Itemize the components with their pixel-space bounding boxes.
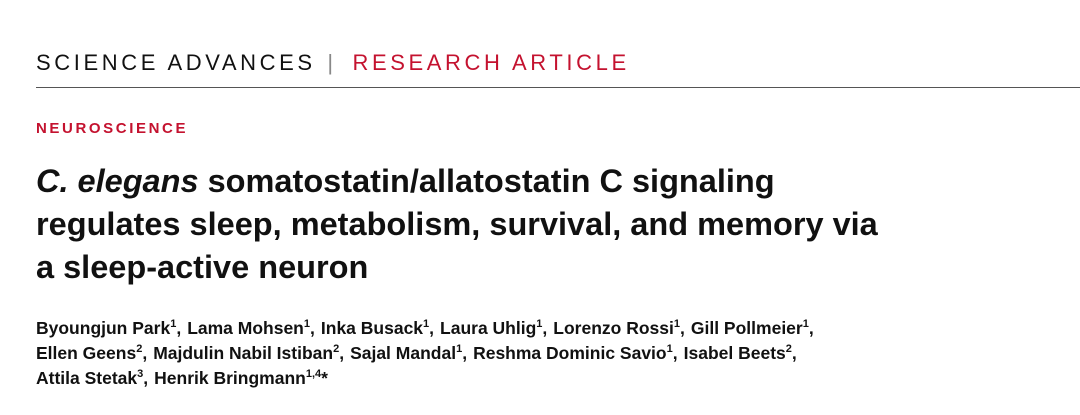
- affiliation: 1: [303, 318, 311, 330]
- title-text: a sleep-active neuron: [36, 249, 369, 285]
- author: Henrik Bringmann1,4*: [154, 368, 328, 388]
- punctuation: ,: [808, 318, 814, 338]
- affiliation: 1: [666, 343, 673, 355]
- author: Byoungjun Park1,: [36, 318, 187, 338]
- author-name: Inka Busack: [320, 318, 424, 338]
- title-line: regulates sleep, metabolism, survival, a…: [36, 203, 878, 246]
- author-line: Attila Stetak3, Henrik Bringmann1,4*: [36, 366, 814, 391]
- author-name: Isabel Beets: [683, 343, 786, 363]
- section-label: NEUROSCIENCE: [36, 120, 189, 137]
- affiliation: 1: [423, 318, 430, 330]
- author-name: Lorenzo Rossi: [553, 318, 674, 338]
- author-name: Reshma Dominic Savio: [473, 343, 667, 363]
- author-name: Majdulin Nabil Istiban: [153, 343, 334, 363]
- author-line: Byoungjun Park1, Lama Mohsen1, Inka Busack…: [36, 316, 814, 341]
- title-text: somatostatin/allatostatin C signaling: [198, 163, 775, 199]
- author-line: Ellen Geens2, Majdulin Nabil Istiban2, Saj…: [36, 341, 814, 366]
- title-text: regulates sleep, metabolism, survival, a…: [36, 206, 878, 242]
- punctuation: ,: [429, 318, 435, 338]
- journal-name: SCIENCE ADVANCES: [36, 50, 316, 75]
- author: Lorenzo Rossi1,: [553, 318, 691, 338]
- author-list: Byoungjun Park1, Lama Mohsen1, Inka Busack…: [36, 316, 814, 391]
- article-type: RESEARCH ARTICLE: [352, 50, 630, 75]
- header-rule: [36, 87, 1080, 88]
- punctuation: ,: [462, 343, 468, 363]
- author-name: Attila Stetak: [36, 368, 138, 388]
- author: Isabel Beets2,: [684, 343, 797, 363]
- author: Sajal Mandal1,: [350, 343, 473, 363]
- article-title: C. elegans somatostatin/allatostatin C s…: [36, 160, 878, 289]
- punctuation: ,: [791, 343, 797, 363]
- affiliation: 2: [333, 343, 340, 355]
- author: Majdulin Nabil Istiban2,: [153, 343, 350, 363]
- punctuation: ,: [680, 318, 685, 338]
- author: Laura Uhlig1,: [440, 318, 553, 338]
- author-name: Sajal Mandal: [350, 343, 457, 363]
- affiliation: 1: [170, 318, 177, 330]
- punctuation: ,: [176, 318, 182, 338]
- author: Gill Pollmeier1,: [691, 318, 814, 338]
- author-name: Byoungjun Park: [36, 318, 171, 338]
- punctuation: ,: [310, 318, 315, 338]
- affiliation: 1: [456, 343, 463, 355]
- author: Ellen Geens2,: [36, 343, 153, 363]
- punctuation: ,: [143, 368, 149, 388]
- author-name: Gill Pollmeier: [690, 318, 803, 338]
- punctuation: ,: [542, 318, 548, 338]
- title-line: a sleep-active neuron: [36, 246, 878, 289]
- author-name: Laura Uhlig: [440, 318, 537, 338]
- affiliation: 2: [136, 343, 143, 355]
- author-name: Ellen Geens: [36, 343, 137, 363]
- punctuation: ,: [339, 343, 345, 363]
- punctuation: *: [321, 368, 328, 388]
- affiliation: 1: [536, 318, 543, 330]
- punctuation: ,: [142, 343, 148, 363]
- affiliation: 3: [137, 368, 144, 380]
- divider: |: [327, 50, 337, 75]
- author: Attila Stetak3,: [36, 368, 154, 388]
- author-name: Lama Mohsen: [187, 318, 304, 338]
- title-line: C. elegans somatostatin/allatostatin C s…: [36, 160, 878, 203]
- author: Reshma Dominic Savio1,: [473, 343, 684, 363]
- author-name: Henrik Bringmann: [154, 368, 306, 388]
- journal-header: SCIENCE ADVANCES | RESEARCH ARTICLE: [36, 50, 630, 76]
- title-text: C. elegans: [36, 163, 199, 199]
- affiliation: 1: [802, 318, 809, 330]
- author: Inka Busack1,: [321, 318, 440, 338]
- author: Lama Mohsen1,: [187, 318, 321, 338]
- affiliation: 2: [785, 343, 792, 355]
- punctuation: ,: [672, 343, 678, 363]
- affiliation: 1,4: [305, 368, 322, 380]
- affiliation: 1: [673, 318, 680, 330]
